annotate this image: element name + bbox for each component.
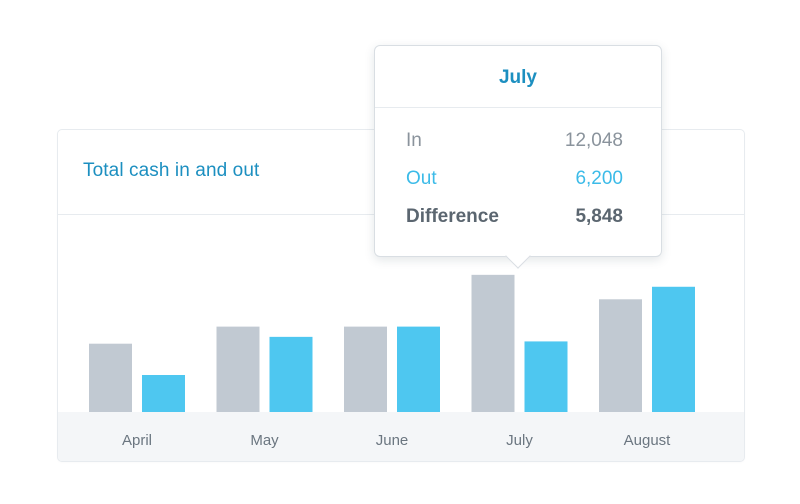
bar-in-june[interactable] (344, 326, 387, 412)
bar-out-june[interactable] (397, 326, 440, 412)
x-tick-label-may: May (250, 432, 279, 449)
bar-out-august[interactable] (652, 286, 695, 412)
x-tick-label-april: April (122, 432, 152, 449)
tooltip-out-value: 6,200 (575, 168, 623, 189)
card-title: Total cash in and out (83, 160, 260, 181)
tooltip-out-label: Out (406, 168, 437, 189)
bar-in-april[interactable] (89, 343, 132, 412)
bar-chart: April May June July August (89, 274, 695, 449)
bar-out-april[interactable] (142, 375, 185, 412)
bar-out-may[interactable] (269, 336, 313, 412)
tooltip-row-in: In 12,048 (406, 130, 623, 154)
bar-in-may[interactable] (216, 326, 260, 412)
bar-in-august[interactable] (599, 299, 642, 412)
tooltip-title: July (498, 67, 538, 88)
x-tick-label-june: June (376, 432, 409, 449)
tooltip-difference-label: Difference (406, 206, 499, 227)
tooltip-difference-value: 5,848 (575, 206, 623, 227)
x-axis-band (58, 412, 744, 461)
tooltip-in-label: In (406, 130, 422, 151)
tooltip-row-difference: Difference 5,848 (406, 206, 623, 230)
tooltip-row-out: Out 6,200 (406, 168, 623, 192)
chart-tooltip: July In 12,048 Out 6,200 Difference 5,84… (374, 45, 662, 269)
x-tick-label-august: August (624, 432, 672, 449)
x-tick-label-july: July (506, 432, 533, 449)
bar-out-july[interactable] (524, 341, 568, 412)
tooltip-header: July (375, 46, 661, 108)
tooltip-in-value: 12,048 (564, 130, 623, 151)
bar-in-july[interactable] (471, 274, 515, 412)
